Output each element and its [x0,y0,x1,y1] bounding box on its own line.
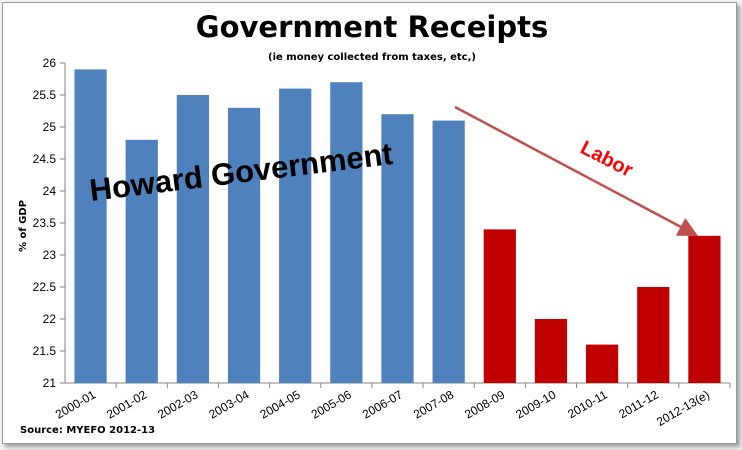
x-tick-label: 2005-06 [309,387,354,421]
x-tick-label: 2009-10 [513,387,558,421]
trend-arrow [454,105,699,237]
y-tick-label: 23 [43,248,57,262]
bar-2010-11 [586,344,619,383]
x-tick-label: 2003-04 [206,387,251,421]
bar-2012-13(e) [688,235,721,383]
y-tick-label: 24.5 [33,152,57,166]
x-tick-label: 2001-02 [104,387,149,421]
x-tick-label: 2012-13(e) [654,387,712,428]
x-tick-label: 2004-05 [258,387,303,421]
chart-frame: Government Receipts (ie money collected … [2,2,737,444]
bar-2007-08 [432,120,465,383]
x-tick-label: 2000-01 [53,387,98,421]
y-tick-label: 21.5 [33,344,57,358]
x-tick-label: 2002-03 [155,387,200,421]
source-note: Source: MYEFO 2012-13 [20,425,155,436]
y-tick-label: 26 [43,56,57,70]
y-tick-label: 24 [43,184,57,198]
x-tick-label: 2007-08 [411,387,456,421]
bar-2001-02 [125,139,158,383]
y-tick-label: 25 [43,120,57,134]
y-tick-label: 25.5 [33,88,57,102]
bar-2000-01 [74,69,107,384]
bar-2011-12 [637,287,670,383]
bar-2009-10 [534,319,568,383]
bar-chart: Government Receipts (ie money collected … [18,10,731,436]
chart-title: Government Receipts [196,10,548,44]
bar-2005-06 [330,82,363,383]
y-tick-label: 22.5 [33,280,57,294]
x-tick-label: 2008-09 [462,387,507,421]
y-tick-label: 21 [43,376,57,390]
chart-subtitle: (ie money collected from taxes, etc,) [268,52,476,63]
y-tick-label: 22 [43,312,57,326]
x-tick-label: 2006-07 [360,387,405,421]
bar-2008-09 [483,229,516,383]
x-tick-label: 2010-11 [565,387,610,421]
y-tick-label: 23.5 [33,216,57,230]
y-axis-label: % of GDP [18,200,29,252]
bar-2006-07 [381,114,414,383]
bar-2004-05 [279,88,312,383]
bar-2002-03 [176,95,209,383]
bar-2003-04 [227,107,261,384]
